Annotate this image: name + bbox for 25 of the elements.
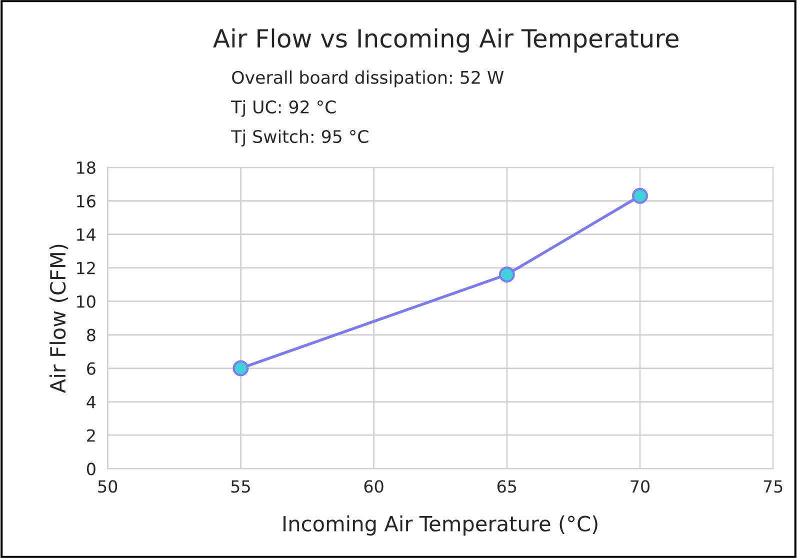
text: Tj UC: 92 °C [231, 100, 336, 117]
y-tick-label: 10 [77, 295, 96, 308]
x-tick-label: 60 [364, 480, 384, 493]
x-tick-label: 70 [630, 480, 650, 493]
x-tick-label: 65 [497, 480, 516, 493]
x-tick-label: 50 [98, 480, 118, 493]
x-tick-label: 75 [764, 480, 782, 493]
text: Overall board dissipation: 52 W [232, 70, 504, 88]
point [498, 266, 515, 283]
y-tick-label: 16 [77, 194, 96, 208]
y-tick-label: 14 [77, 228, 96, 241]
point [632, 188, 648, 204]
y-tick-label: 12 [77, 262, 95, 274]
y-axis-title: Air Flow (CFM) [50, 244, 68, 393]
x-axis-title: Incoming Air Temperature (°C) [284, 515, 598, 536]
chart-title: Air Flow vs Incoming Air Temperature [213, 28, 678, 53]
y-tick-label: 6 [87, 362, 96, 375]
y-tick-label: 18 [77, 161, 96, 174]
text: Tj Switch: 95 °C [231, 130, 368, 146]
y-tick-label: 8 [87, 328, 96, 342]
y-tick-label: 2 [87, 429, 95, 442]
y-tick-label: 4 [86, 396, 96, 408]
point [232, 360, 249, 376]
x-tick-label: 55 [231, 480, 250, 493]
y-tick-label: 0 [86, 462, 96, 476]
